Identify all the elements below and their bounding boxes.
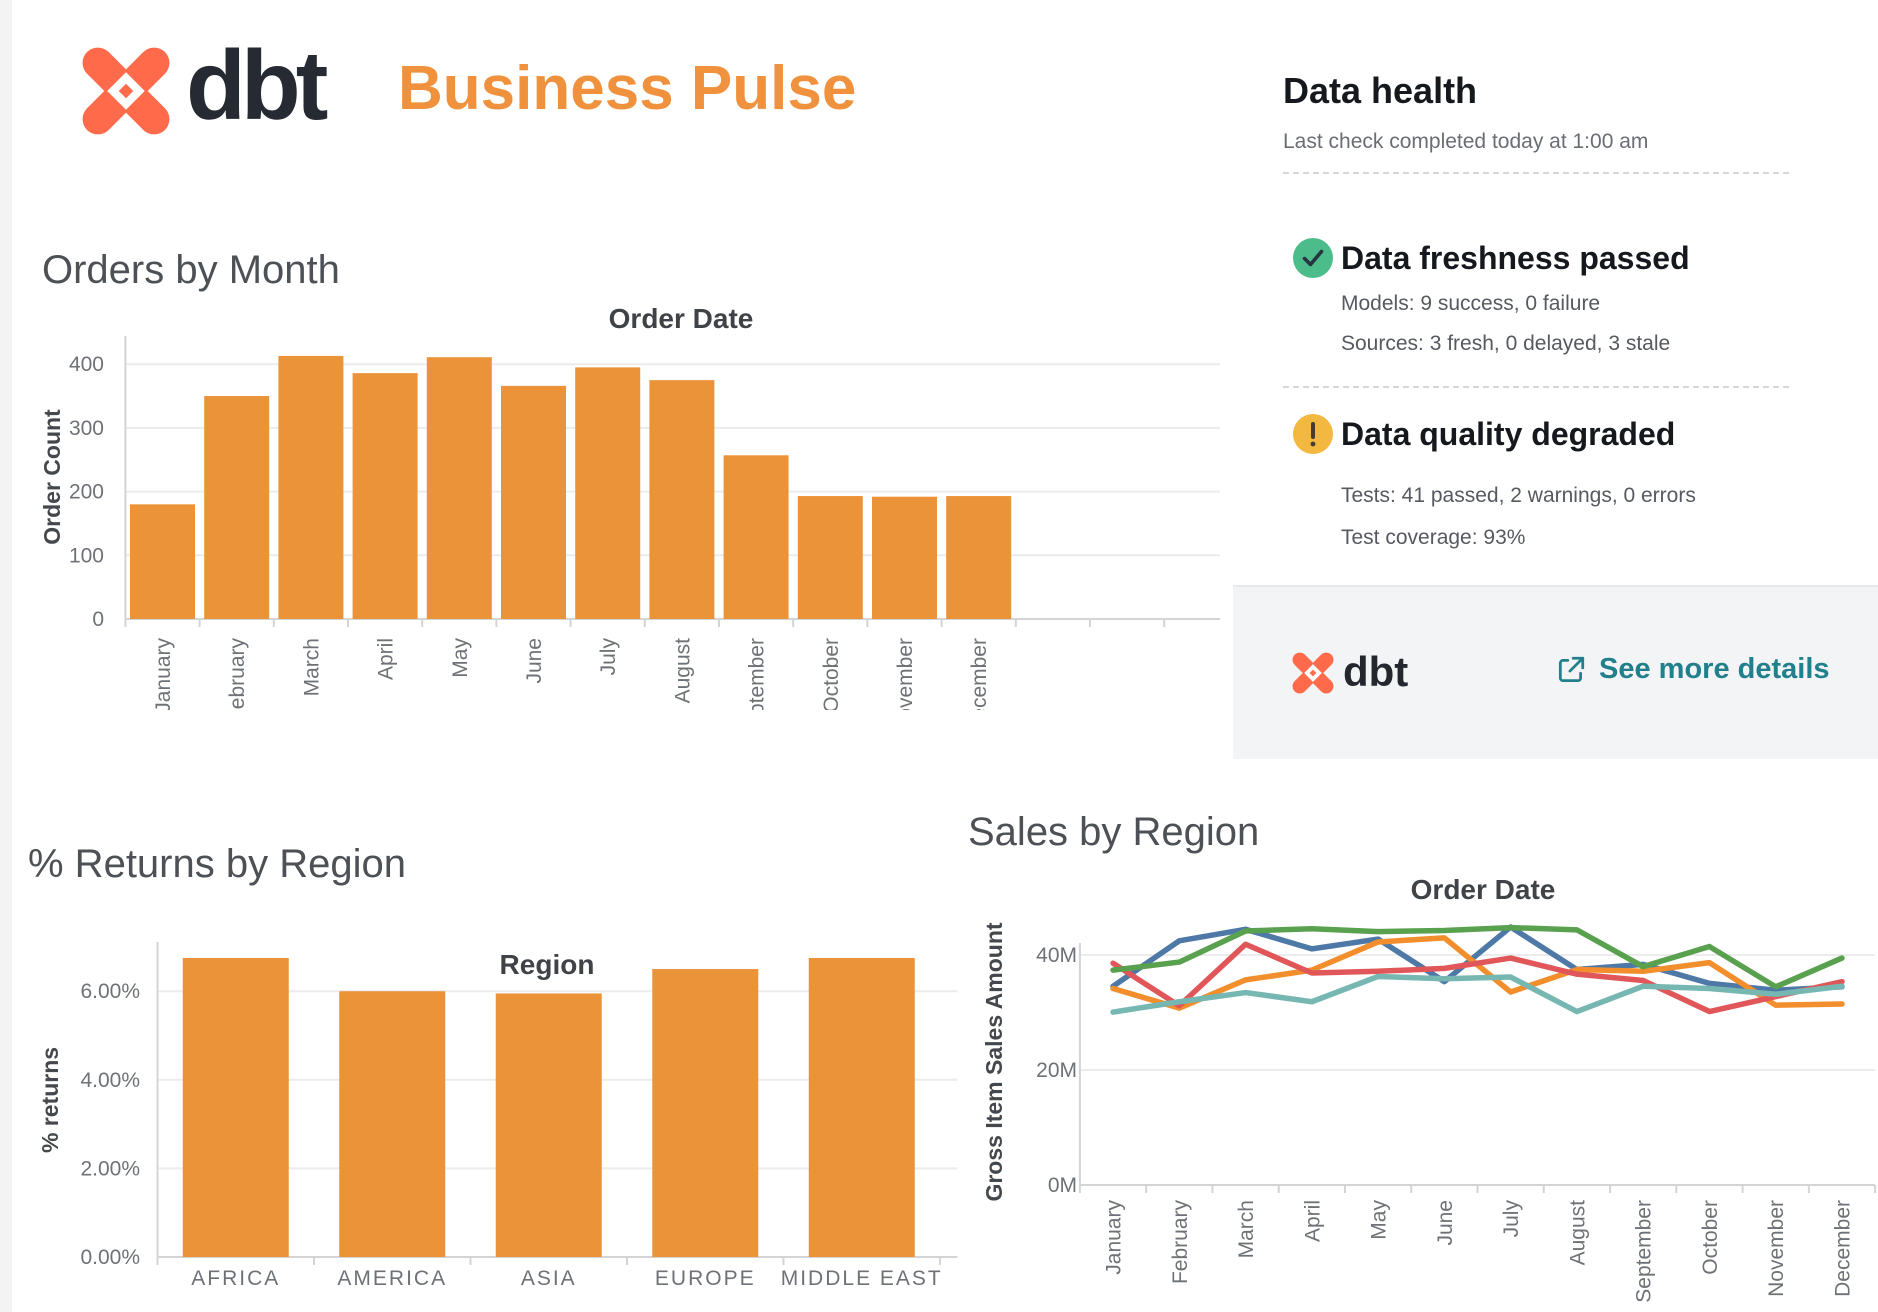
cat-label: January xyxy=(152,638,175,710)
tick-label: 4.00% xyxy=(80,1069,140,1092)
data-health-title: Data health xyxy=(1283,70,1478,111)
line-AFRICA[interactable] xyxy=(1110,924,1845,993)
cat-label-spaced: MIDDLE EAST xyxy=(781,1267,943,1290)
cat-label: September xyxy=(1633,1200,1656,1303)
cat-label: November xyxy=(894,638,917,710)
tick-label: 40M xyxy=(1036,944,1077,967)
freshness-status: Data freshness passed xyxy=(1341,240,1690,276)
tick-label: 0M xyxy=(1048,1174,1077,1197)
cat-label: June xyxy=(1434,1200,1457,1246)
bar-AFRICA[interactable] xyxy=(182,957,289,1257)
cat-label: April xyxy=(1301,1200,1324,1242)
sales-chart-title: Sales by Region xyxy=(968,810,1260,854)
axis-title: Gross Item Sales Amount xyxy=(981,922,1007,1201)
axis-title: Order Count xyxy=(39,409,65,545)
cat-label: September xyxy=(746,638,769,710)
see-more-details-label: See more details xyxy=(1599,653,1830,685)
cat-label: May xyxy=(449,638,472,678)
cat-label-spaced: AFRICA xyxy=(191,1267,280,1290)
line-MIDDLE EAST[interactable] xyxy=(1110,924,1845,990)
bar-August[interactable] xyxy=(649,380,715,619)
cat-label: March xyxy=(300,638,323,696)
cat-label-spaced: ASIA xyxy=(521,1267,577,1290)
tick-label: 2.00% xyxy=(80,1157,140,1180)
orders-chart-title: Orders by Month xyxy=(42,248,340,292)
tick-label: 0 xyxy=(92,608,104,631)
orders-by-month-chart: 0 100 200 300 400 Order Date Order Count Januar… xyxy=(39,303,1220,710)
cat-label: October xyxy=(820,638,843,710)
bar-November[interactable] xyxy=(872,496,937,619)
bar-July[interactable] xyxy=(575,367,641,619)
warning-circle-icon xyxy=(1293,414,1333,454)
tick-label: 300 xyxy=(69,417,104,440)
cat-label: February xyxy=(226,638,249,710)
dbt-wordmark-small: dbt xyxy=(1343,648,1409,695)
line-ASIA[interactable] xyxy=(1110,941,1845,1015)
cat-label: June xyxy=(523,638,546,684)
dbt-logo-icon xyxy=(82,47,170,135)
bar-January[interactable] xyxy=(130,504,195,619)
divider xyxy=(1283,172,1789,174)
cat-label: December xyxy=(1832,1200,1855,1297)
freshness-sources-line: Sources: 3 fresh, 0 delayed, 3 stale xyxy=(1341,332,1671,355)
tick-label: 6.00% xyxy=(80,980,140,1003)
pane-title: Order Date xyxy=(609,303,754,334)
bar-ASIA[interactable] xyxy=(495,993,602,1257)
tick-label: 100 xyxy=(69,544,104,567)
quality-coverage-line: Test coverage: 93% xyxy=(1341,526,1526,549)
data-health-last-check: Last check completed today at 1:00 am xyxy=(1283,130,1649,153)
pane-title: Order Date xyxy=(1411,874,1556,905)
dbt-wordmark: dbt xyxy=(186,30,328,140)
cat-label-spaced: EUROPE xyxy=(655,1267,756,1290)
cat-label: July xyxy=(1500,1200,1523,1238)
cat-label: April xyxy=(375,638,398,680)
cat-label: March xyxy=(1235,1200,1258,1258)
cat-label: August xyxy=(1566,1200,1589,1266)
tick-label: 0.00% xyxy=(80,1246,140,1269)
page-title: Business Pulse xyxy=(398,54,857,123)
cat-label: May xyxy=(1368,1200,1391,1240)
cat-label: October xyxy=(1699,1200,1722,1275)
check-circle-icon xyxy=(1293,238,1333,278)
cat-label: November xyxy=(1765,1200,1788,1297)
bar-AMERICA[interactable] xyxy=(339,991,446,1257)
returns-chart-title: % Returns by Region xyxy=(28,842,406,886)
bar-March[interactable] xyxy=(278,355,344,619)
bar-December[interactable] xyxy=(946,496,1012,619)
cat-label: December xyxy=(968,638,991,710)
bar-EUROPE[interactable] xyxy=(652,969,759,1257)
sales-by-region-chart: 0M 20M 40M Order Date Gross Item Sales Amoun… xyxy=(981,874,1877,1303)
freshness-models-line: Models: 9 success, 0 failure xyxy=(1341,292,1601,315)
left-edge-strip xyxy=(0,0,12,1312)
returns-by-region-chart: 0.00% 2.00% 4.00% 6.00% Region % returns AFRIC… xyxy=(37,942,958,1290)
tick-label: 400 xyxy=(69,353,104,376)
quality-status: Data quality degraded xyxy=(1341,416,1676,452)
axis-title: % returns xyxy=(37,1047,63,1153)
bar-May[interactable] xyxy=(426,357,492,619)
pane-title: Region xyxy=(500,949,595,980)
bar-MIDDLE EAST[interactable] xyxy=(808,957,915,1257)
bar-October[interactable] xyxy=(797,496,863,619)
bar-September[interactable] xyxy=(723,455,789,619)
tick-label: 200 xyxy=(69,481,104,504)
bar-June[interactable] xyxy=(501,385,566,619)
bar-February[interactable] xyxy=(204,396,270,619)
cat-label: February xyxy=(1169,1200,1192,1285)
line-EUROPE[interactable] xyxy=(1110,973,1845,1015)
divider xyxy=(1283,386,1789,388)
cat-label: July xyxy=(597,638,620,676)
cat-label-spaced: AMERICA xyxy=(337,1267,447,1290)
bar-April[interactable] xyxy=(352,373,418,619)
tick-label: 20M xyxy=(1036,1059,1077,1082)
dbt-logo-icon-small xyxy=(1292,652,1334,694)
see-more-details-link[interactable]: See more details xyxy=(1555,653,1830,686)
data-health-footer: dbt See more details xyxy=(1233,585,1878,759)
cat-label: August xyxy=(671,638,694,704)
external-link-icon xyxy=(1558,656,1585,682)
quality-tests-line: Tests: 41 passed, 2 warnings, 0 errors xyxy=(1341,484,1696,507)
cat-label: January xyxy=(1103,1200,1126,1275)
